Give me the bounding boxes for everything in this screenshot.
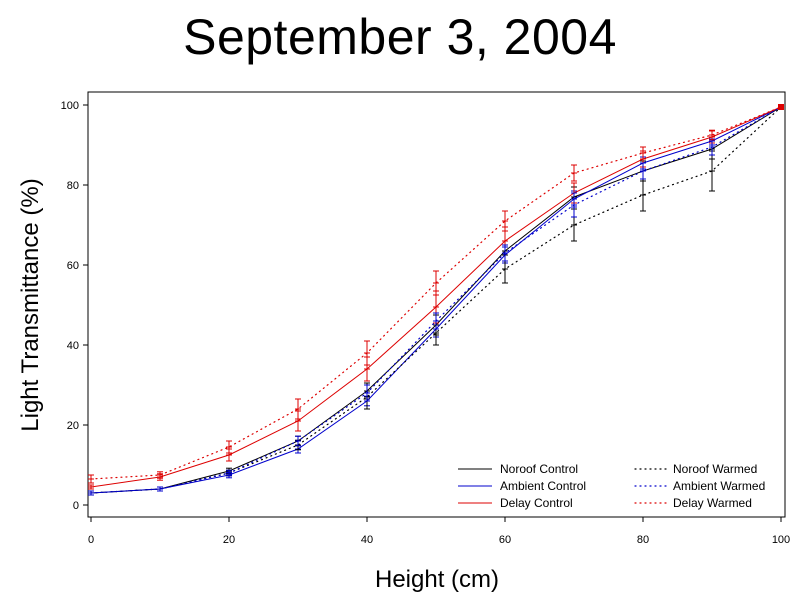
error-bar: [295, 435, 301, 447]
error-bar: [364, 340, 370, 366]
error-bar: [157, 486, 163, 492]
legend-item: Ambient Control: [458, 479, 586, 493]
plot-frame: [87, 91, 786, 518]
x-tick-label: 60: [499, 534, 511, 546]
x-tick-label: 0: [88, 534, 94, 546]
error-bar: [709, 150, 715, 192]
legend-label: Noroof Control: [500, 462, 578, 476]
x-axis-ticks: 0 20 40 60 80 100: [88, 517, 790, 546]
y-axis-title: Light Transmittance (%): [17, 178, 44, 431]
data-point-marker: [778, 104, 784, 110]
error-bar: [571, 192, 577, 218]
legend: Noroof Control Ambient Control Delay Contr…: [458, 462, 765, 510]
x-tick-label: 40: [361, 534, 373, 546]
y-tick-label: 80: [67, 180, 79, 192]
legend-item: Noroof Warmed: [634, 462, 757, 476]
y-tick-label: 60: [67, 260, 79, 272]
error-bar: [295, 398, 301, 420]
error-bar: [88, 474, 94, 484]
error-bar: [88, 484, 94, 490]
error-bar: [709, 129, 715, 141]
series-ambient-warmed: [88, 105, 784, 496]
error-bar: [364, 384, 370, 402]
legend-label: Ambient Warmed: [673, 479, 765, 493]
x-tick-label: 100: [772, 534, 790, 546]
error-bar: [88, 490, 94, 496]
x-tick-label: 80: [637, 534, 649, 546]
series-delay-control: [88, 105, 784, 490]
error-bar: [226, 469, 232, 477]
legend-label: Noroof Warmed: [673, 462, 757, 476]
y-tick-label: 40: [67, 340, 79, 352]
legend-item: Noroof Control: [458, 462, 578, 476]
error-bar: [433, 312, 439, 330]
legend-item: Ambient Warmed: [634, 479, 765, 493]
error-bar: [157, 471, 163, 479]
series-delay-warmed: [88, 105, 784, 484]
x-tick-label: 20: [223, 534, 235, 546]
error-bar: [640, 146, 646, 160]
legend-label: Delay Control: [500, 496, 573, 510]
legend-item: Delay Control: [458, 496, 573, 510]
error-bar: [640, 178, 646, 212]
error-bar: [502, 244, 508, 262]
error-bar: [640, 162, 646, 180]
y-axis-ticks: 0 20 40 60 80 100: [61, 100, 88, 512]
error-bar: [433, 270, 439, 296]
x-axis-title: Height (cm): [375, 566, 499, 593]
y-tick-label: 20: [67, 420, 79, 432]
error-bar: [571, 164, 577, 182]
chart-title: September 3, 2004: [183, 9, 617, 65]
series-layer: [88, 104, 784, 496]
error-bar: [709, 138, 715, 156]
legend-label: Ambient Control: [500, 479, 586, 493]
legend-label: Delay Warmed: [673, 496, 752, 510]
y-tick-label: 100: [61, 100, 79, 112]
error-bar: [502, 210, 508, 232]
legend-item: Delay Warmed: [634, 496, 752, 510]
y-tick-label: 0: [73, 500, 79, 512]
error-bar: [226, 440, 232, 454]
